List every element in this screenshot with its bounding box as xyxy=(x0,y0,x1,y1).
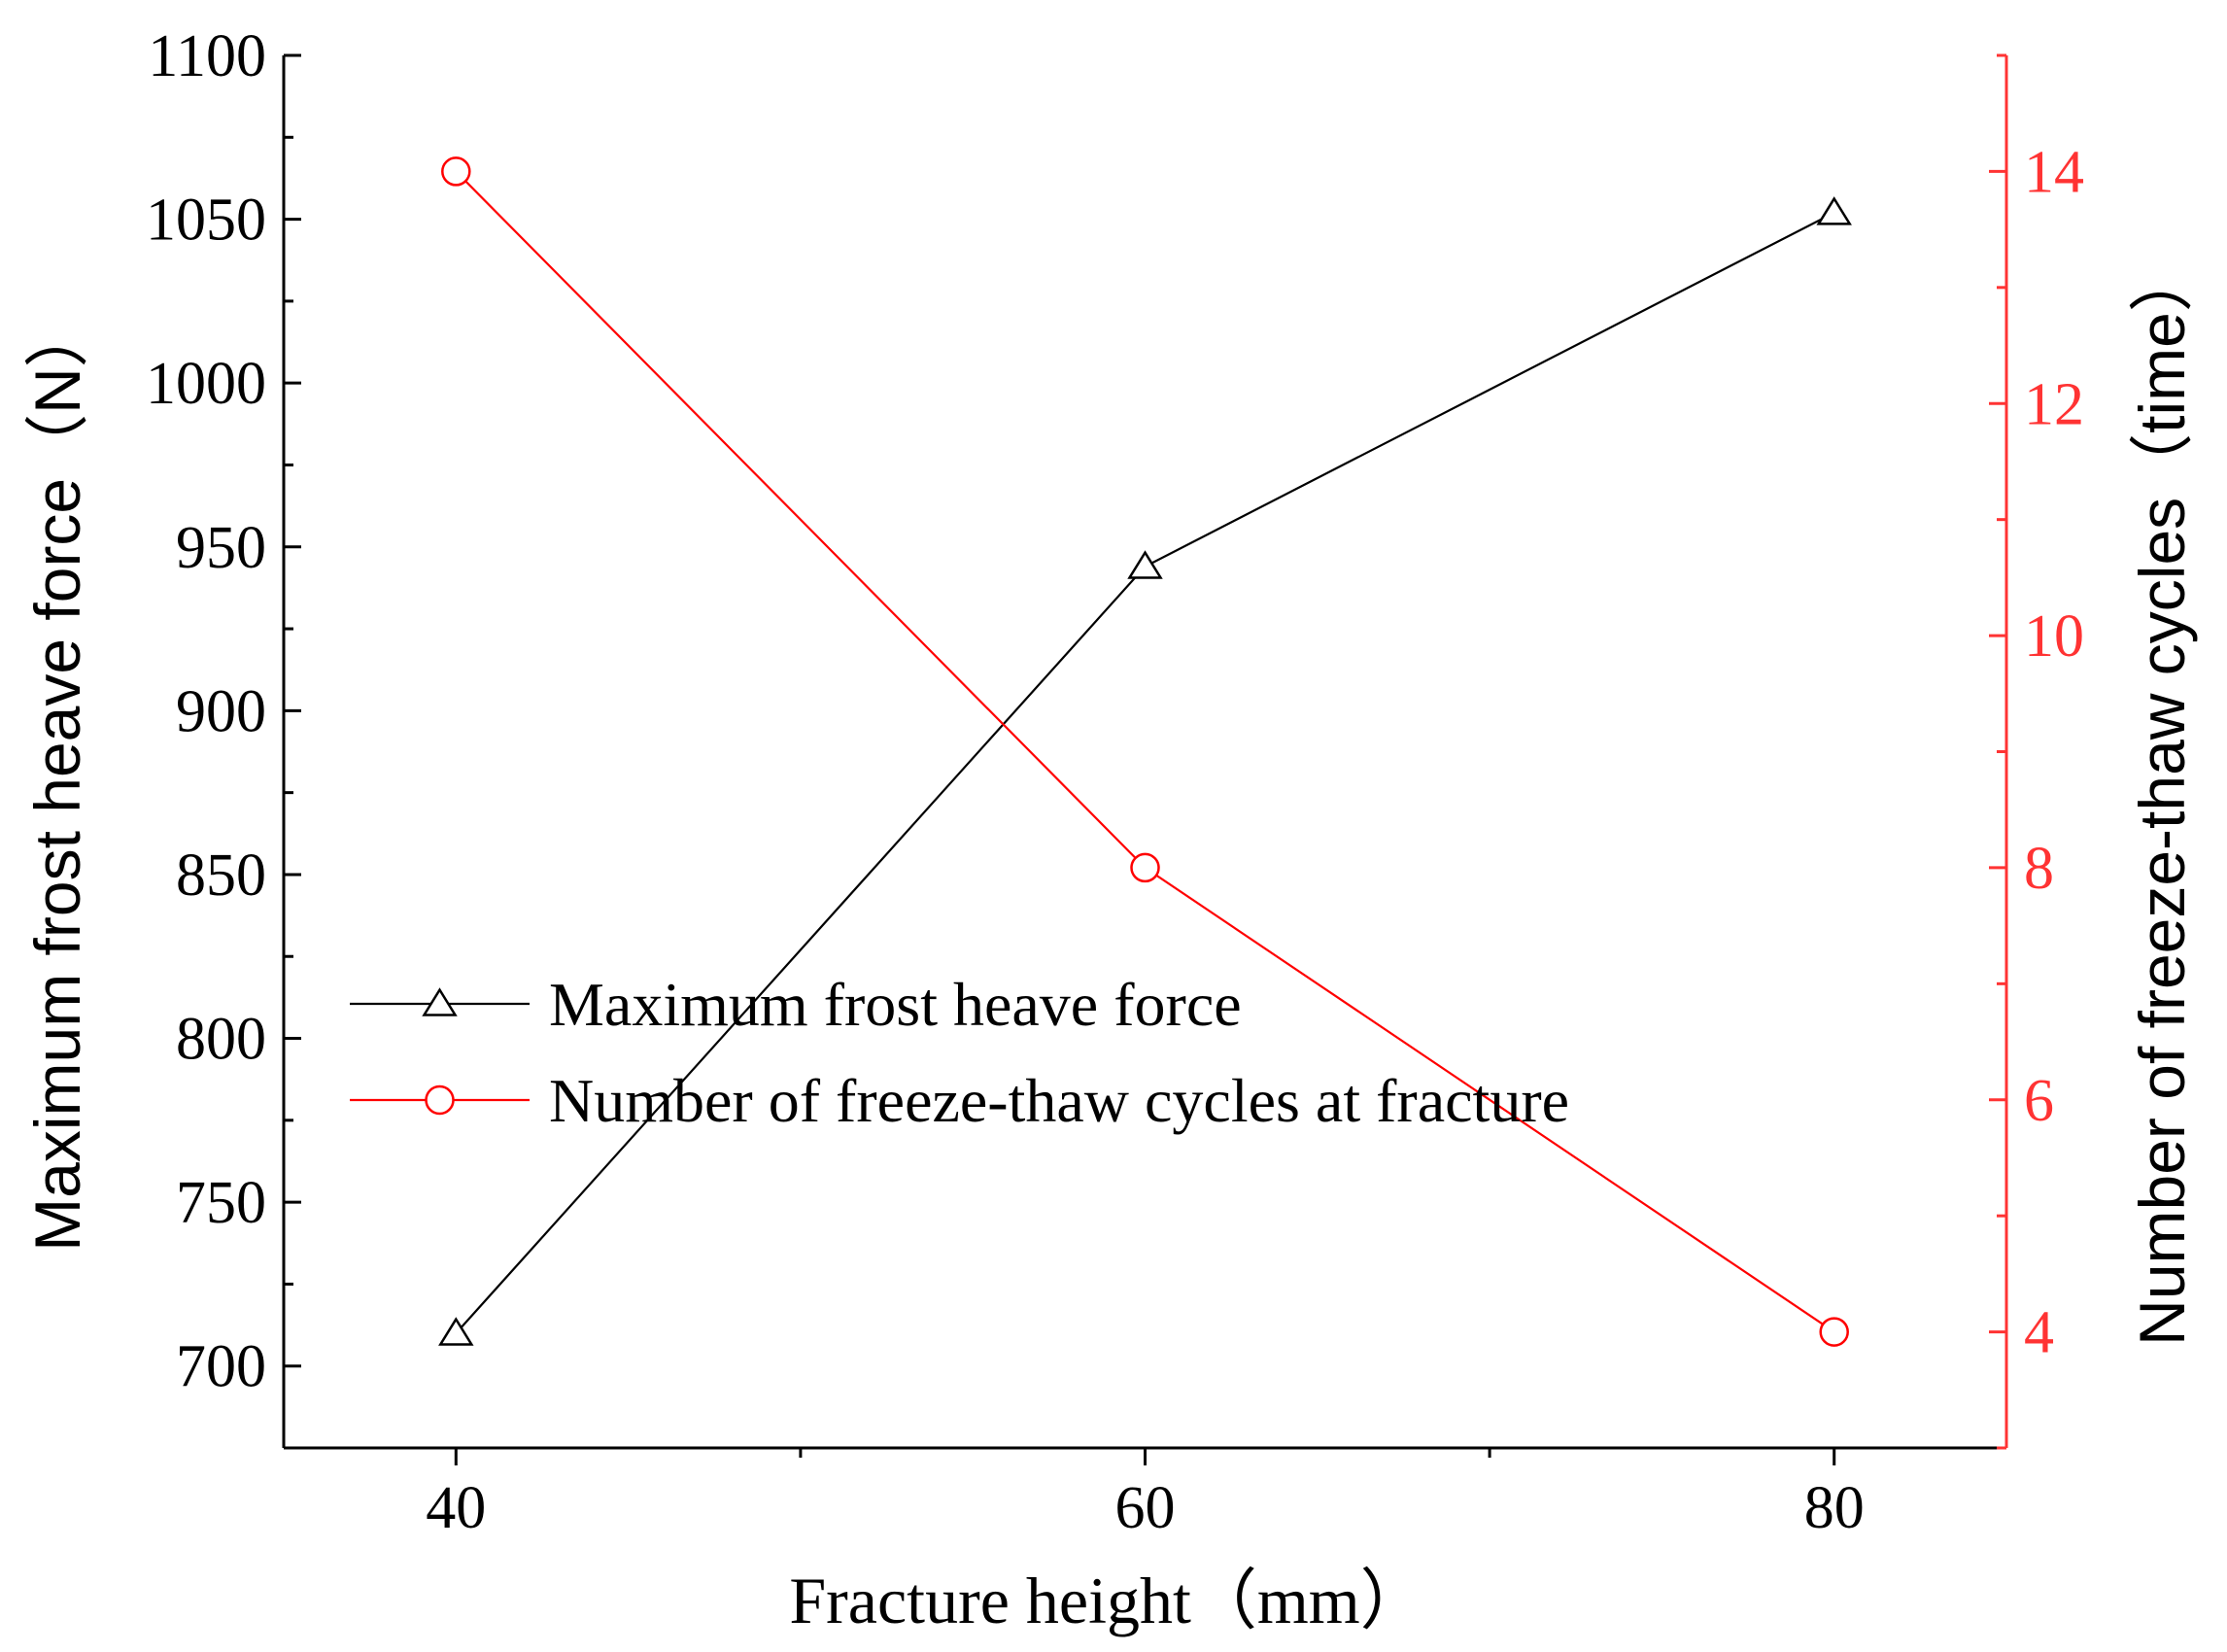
y-right-tick-label: 12 xyxy=(2024,371,2084,437)
x-tick-label: 60 xyxy=(1115,1475,1176,1541)
y-axis-right-title: Number of freeze-thaw cycles（time） xyxy=(2126,248,2198,1346)
plot-frame xyxy=(282,55,2008,1450)
y-right-tick-label: 10 xyxy=(2024,603,2084,670)
y-left-tick-label: 950 xyxy=(176,515,266,581)
data-point-circle xyxy=(441,156,471,187)
y-left-tick-label: 700 xyxy=(176,1334,266,1400)
x-axis: 40 60 80 xyxy=(426,1448,1865,1541)
data-point-triangle xyxy=(1816,196,1852,225)
y-right-tick-label: 14 xyxy=(2024,139,2084,205)
x-tick-label: 80 xyxy=(1804,1475,1865,1541)
y-right-tick-label: 6 xyxy=(2024,1068,2054,1134)
legend: Maximum frost heave force Number of freez… xyxy=(350,970,1569,1135)
x-axis-title: Fracture height（mm） xyxy=(789,1564,1425,1637)
series-line-2 xyxy=(455,170,1835,1333)
legend-label: Number of freeze-thaw cycles at fracture xyxy=(549,1066,1569,1135)
y-axis-right: 4 6 8 10 12 14 xyxy=(1989,53,2084,1450)
y-left-tick-label: 850 xyxy=(176,843,266,909)
legend-triangle-marker xyxy=(422,987,458,1016)
y-left-tick-label: 1000 xyxy=(146,351,266,417)
series-layer xyxy=(438,156,1852,1347)
y-axis-left-title: Maximum frost heave force（N） xyxy=(21,303,93,1252)
legend-label: Maximum frost heave force xyxy=(549,970,1242,1039)
y-left-tick-label: 750 xyxy=(176,1170,266,1236)
legend-circle-marker xyxy=(425,1084,455,1116)
data-point-triangle xyxy=(438,1317,474,1346)
x-tick-label: 40 xyxy=(426,1475,486,1541)
y-axis-left: 700 750 800 850 900 950 1000 1050 1100 xyxy=(146,23,301,1450)
data-point-triangle xyxy=(1127,550,1163,579)
y-left-tick-label: 800 xyxy=(176,1007,266,1073)
y-left-tick-label: 1100 xyxy=(148,23,266,89)
data-point-circle xyxy=(1819,1317,1849,1347)
y-right-tick-label: 8 xyxy=(2024,836,2054,902)
y-left-tick-label: 1050 xyxy=(146,188,266,254)
y-left-tick-label: 900 xyxy=(176,678,266,744)
data-point-circle xyxy=(1130,852,1160,883)
y-right-tick-label: 4 xyxy=(2024,1300,2054,1366)
